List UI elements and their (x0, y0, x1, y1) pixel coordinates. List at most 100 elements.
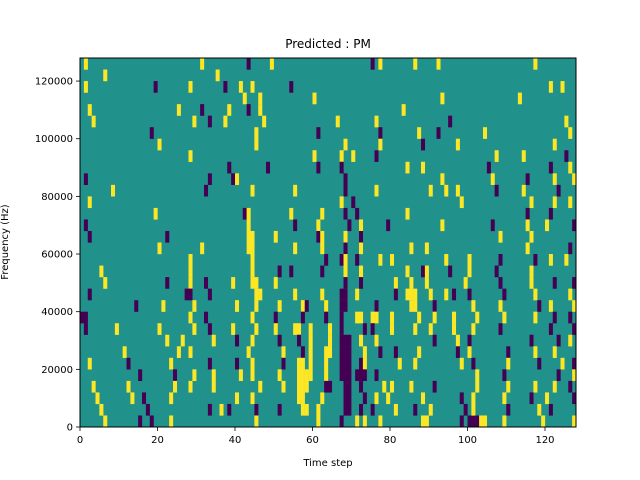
heatmap-cell-high (87, 196, 92, 209)
heatmap-cell-high (529, 265, 534, 278)
heatmap-cell-high (529, 196, 534, 209)
heatmap-cell-low (246, 104, 251, 116)
heatmap-cell-high (552, 138, 557, 151)
heatmap-cell-low (343, 184, 348, 197)
heatmap-cell-high (475, 380, 480, 393)
heatmap-cell-low (533, 254, 538, 266)
heatmap-cell-low (83, 311, 88, 324)
heatmap-cell-high (564, 115, 569, 128)
heatmap-cell-low (502, 369, 507, 382)
heatmap-cell-high (552, 196, 557, 209)
heatmap-cell-high (417, 346, 422, 358)
heatmap-cell-high (471, 300, 476, 312)
heatmap-cell-low (304, 300, 309, 312)
heatmap-cell-high (235, 173, 240, 185)
heatmap-cell-low (448, 265, 453, 278)
heatmap-cell-high (250, 334, 255, 347)
heatmap-cell-high (413, 300, 418, 312)
heatmap-cell-low (432, 380, 437, 393)
heatmap-cell-low (452, 288, 457, 301)
heatmap-cell-high (483, 415, 488, 428)
heatmap-cell-low (242, 207, 247, 220)
heatmap-cell-high (300, 403, 305, 416)
heatmap-cell-high (359, 311, 364, 324)
heatmap-cell-high (293, 242, 298, 255)
heatmap-cell-low (343, 346, 348, 358)
heatmap-cell-high (428, 288, 433, 301)
heatmap-cell-low (347, 392, 352, 405)
heatmap-cell-low (83, 323, 88, 335)
heatmap-cell-low (572, 392, 577, 405)
heatmap-cell-low (374, 150, 379, 162)
heatmap-cell-low (246, 58, 251, 70)
heatmap-cell-high (428, 403, 433, 416)
heatmap-cell-low (568, 380, 573, 393)
heatmap-cell-high (440, 92, 445, 105)
heatmap-cell-low (370, 403, 375, 416)
heatmap-cell-high (351, 150, 356, 162)
heatmap-cell-low (564, 150, 569, 162)
heatmap-cell-high (463, 277, 468, 289)
heatmap-cell-low (320, 265, 325, 278)
heatmap-cell-low (552, 311, 557, 324)
heatmap-cell-low (351, 196, 356, 209)
heatmap-cell-high (238, 81, 243, 93)
heatmap-cell-high (250, 311, 255, 324)
heatmap-cell-high (188, 380, 193, 393)
heatmap-cell-low (572, 219, 577, 232)
heatmap-cell-low (188, 288, 193, 301)
heatmap-cell-high (444, 254, 449, 266)
heatmap-cell-low (207, 403, 212, 416)
heatmap-cell-low (87, 230, 92, 243)
heatmap-cell-high (99, 403, 104, 416)
heatmap-cell-high (293, 184, 298, 197)
heatmap-cell-low (316, 127, 321, 139)
heatmap-cell-high (502, 415, 507, 428)
heatmap-cell-high (254, 323, 259, 335)
heatmap-cell-high (397, 357, 402, 370)
heatmap-cell-high (355, 415, 360, 428)
heatmap-cell-high (281, 380, 286, 393)
heatmap-cell-high (211, 334, 216, 347)
heatmap-cell-low (359, 380, 364, 393)
heatmap-cell-high (281, 346, 286, 358)
heatmap-cell-low (572, 277, 577, 289)
heatmap-cell-high (413, 58, 418, 70)
heatmap-cell-high (103, 277, 108, 289)
heatmap-cell-high (424, 415, 429, 428)
heatmap-cell-low (138, 369, 143, 382)
heatmap-cell-high (424, 277, 429, 289)
heatmap-cell-high (304, 380, 309, 393)
heatmap-cell-low (289, 81, 294, 93)
heatmap-cell-low (134, 300, 139, 312)
heatmap-cell-high (122, 346, 127, 358)
x-tick-label: 40 (229, 435, 242, 446)
heatmap-cell-low (506, 403, 511, 416)
heatmap-cell-high (103, 69, 108, 82)
heatmap-cell-high (378, 138, 383, 151)
heatmap-cell-high (308, 323, 313, 335)
heatmap-cell-high (343, 230, 348, 243)
heatmap-cell-high (250, 184, 255, 197)
heatmap-cell-high (359, 219, 364, 232)
heatmap-cell-high (409, 242, 414, 255)
heatmap-cell-high (343, 265, 348, 278)
heatmap-cell-high (258, 380, 263, 393)
heatmap-cell-high (455, 334, 460, 347)
heatmap-cell-high (374, 334, 379, 347)
heatmap-cell-high (324, 300, 329, 312)
y-tick-label: 40000 (41, 307, 73, 318)
heatmap-cell-high (103, 415, 108, 428)
heatmap-cell-high (529, 277, 534, 289)
heatmap-cell-high (211, 380, 216, 393)
x-tick-label: 60 (306, 435, 319, 446)
heatmap-cell-high (250, 254, 255, 266)
heatmap-cell-low (343, 380, 348, 393)
heatmap-cell-low (455, 346, 460, 358)
x-tick-label: 120 (535, 435, 554, 446)
heatmap-cell-high (258, 104, 263, 116)
heatmap-cell-low (339, 334, 344, 347)
heatmap-cell-low (347, 403, 352, 416)
heatmap-cell-high (320, 230, 325, 243)
heatmap-cell-low (138, 415, 143, 428)
